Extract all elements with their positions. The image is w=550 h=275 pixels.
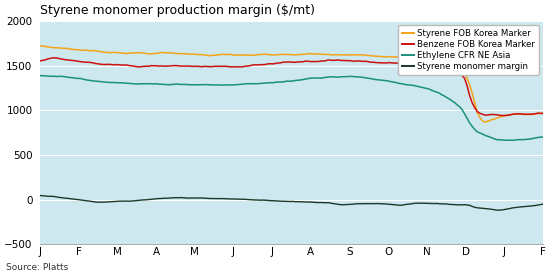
Text: Styrene monomer production margin ($/mt): Styrene monomer production margin ($/mt) <box>40 4 315 17</box>
Text: Source: Platts: Source: Platts <box>6 263 68 272</box>
Legend: Styrene FOB Korea Marker, Benzene FOB Korea Marker, Ethylene CFR NE Asia, Styren: Styrene FOB Korea Marker, Benzene FOB Ko… <box>398 25 538 75</box>
